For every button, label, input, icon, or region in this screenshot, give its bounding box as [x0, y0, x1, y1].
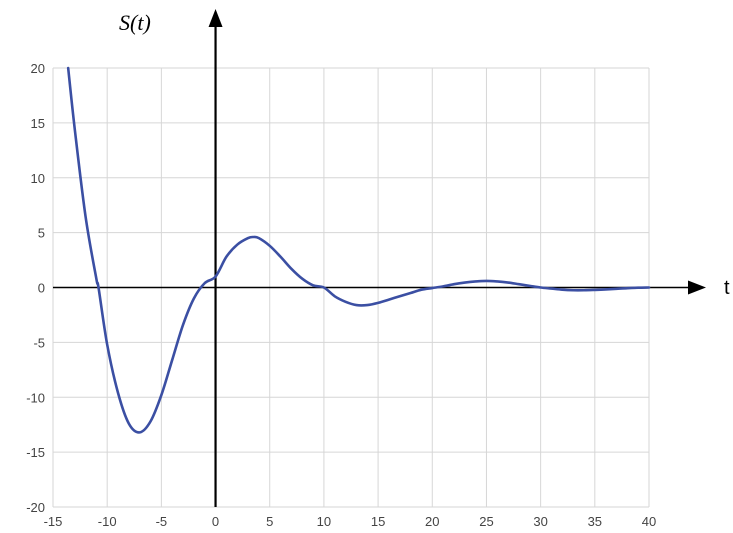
- x-tick-label: 25: [479, 514, 493, 529]
- x-tick-label: 0: [212, 514, 219, 529]
- y-tick-label: 10: [31, 171, 45, 186]
- x-axis-arrow-icon: [688, 280, 706, 295]
- axes: [53, 9, 706, 507]
- y-tick-label: 5: [38, 226, 45, 241]
- y-tick-label: -10: [26, 390, 45, 405]
- x-tick-label: 35: [588, 514, 602, 529]
- y-tick-label: -15: [26, 445, 45, 460]
- x-tick-label: 5: [266, 514, 273, 529]
- y-axis-arrow-icon: [208, 9, 223, 27]
- x-axis-title: t: [724, 277, 730, 299]
- y-tick-label: -20: [26, 500, 45, 515]
- series-line-0: [66, 66, 651, 434]
- y-tick-label: 0: [38, 281, 45, 296]
- x-tick-label: -15: [44, 514, 63, 529]
- y-tick-label: 20: [31, 61, 45, 76]
- x-tick-label: -5: [156, 514, 168, 529]
- x-tick-label: 15: [371, 514, 385, 529]
- y-tick-label: -5: [33, 335, 45, 350]
- y-tick-label: 15: [31, 116, 45, 131]
- x-tick-label: 40: [642, 514, 656, 529]
- tick-labels: -15 -10 -5 0 5 10 15 20 25 30 35 40-20-15-10-505101…: [26, 61, 656, 529]
- x-tick-label: -10: [98, 514, 117, 529]
- x-tick-label: 30: [533, 514, 547, 529]
- series-layer: [66, 66, 651, 434]
- y-axis-title: S(t): [119, 10, 151, 35]
- x-tick-label: 10: [317, 514, 331, 529]
- x-tick-label: 20: [425, 514, 439, 529]
